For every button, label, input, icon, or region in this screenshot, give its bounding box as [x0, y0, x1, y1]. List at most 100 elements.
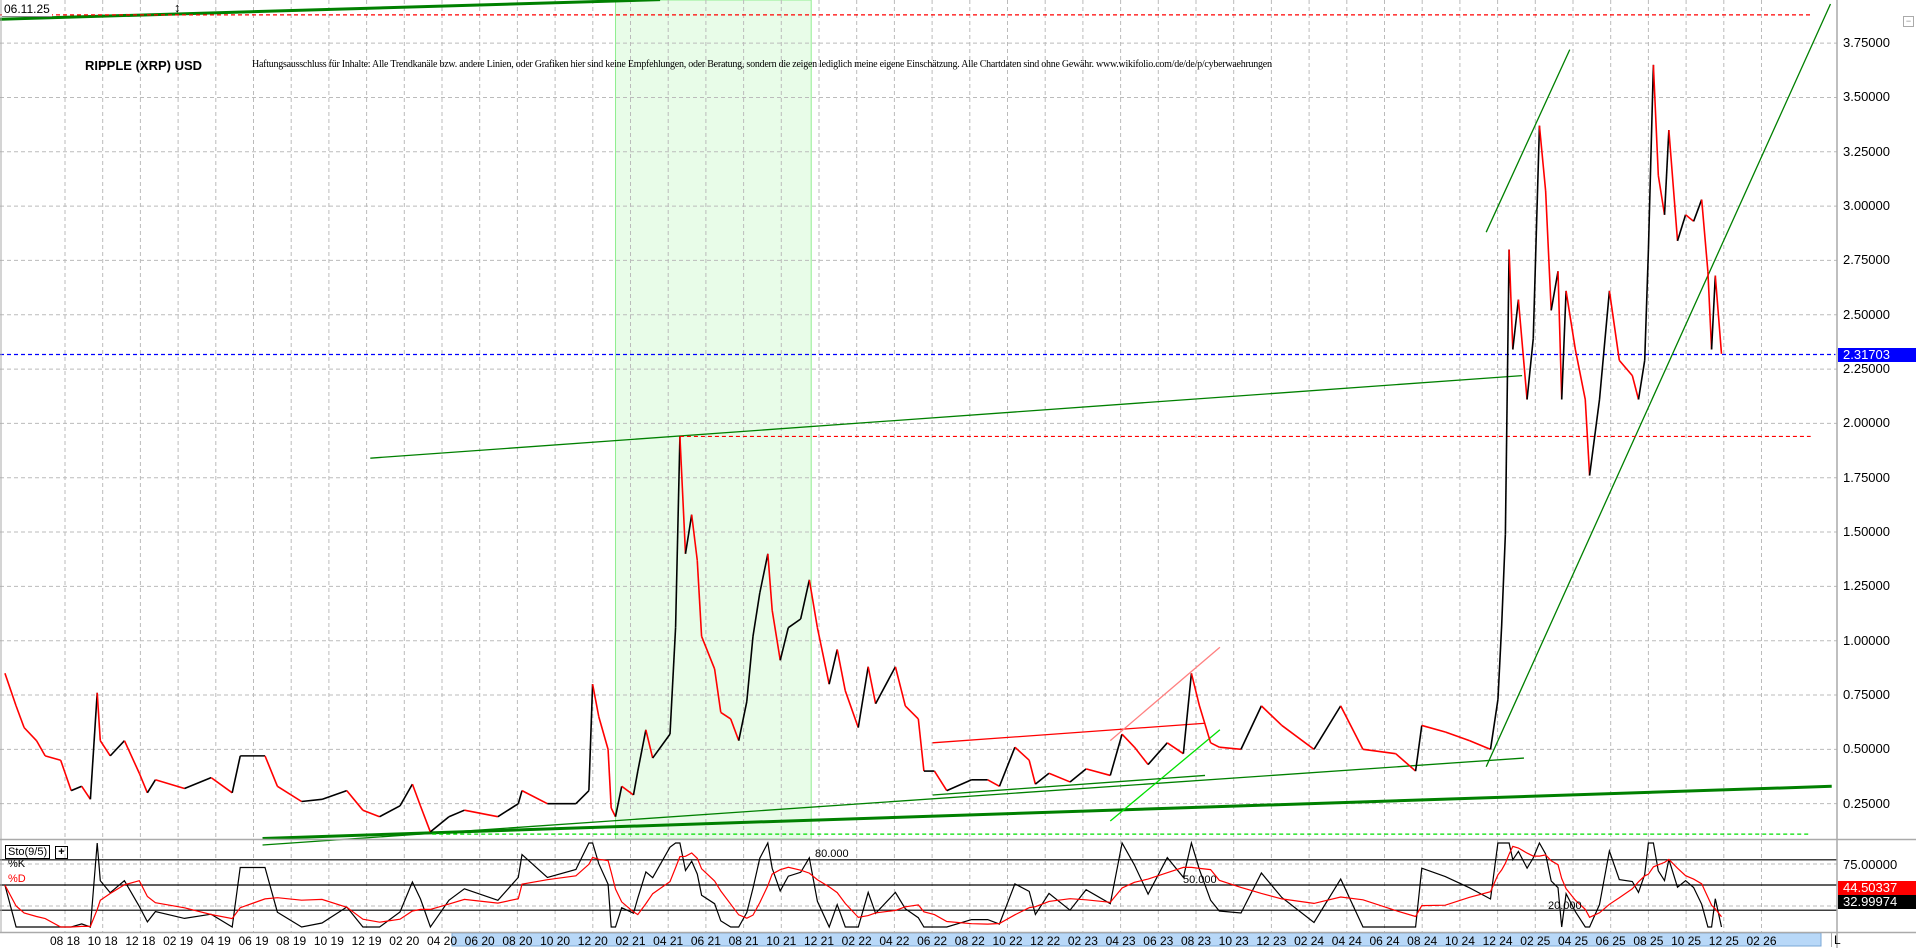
- y-tick-label: 3.25000: [1843, 143, 1890, 159]
- stochastic-indicator-label[interactable]: Sto(9/5): [5, 845, 51, 859]
- price-segment: [1663, 130, 1670, 215]
- price-segment: [1166, 742, 1184, 755]
- log-scale-button[interactable]: L: [1831, 933, 1846, 947]
- price-segment: [588, 684, 594, 791]
- price-segment: [155, 779, 185, 790]
- x-tick-label: 12 25: [1708, 934, 1739, 948]
- price-segment: [946, 779, 972, 792]
- stoch-d-line: [4, 845, 1722, 928]
- trendline: [1109, 646, 1221, 742]
- stoch-d-value-badge: 44.50337: [1838, 881, 1916, 895]
- price-segment: [1414, 725, 1423, 772]
- price-segment: [1219, 746, 1242, 751]
- y-tick-label: 2.50000: [1843, 306, 1890, 322]
- x-tick-label: 12 20: [577, 934, 608, 948]
- trendline: [262, 784, 1832, 840]
- price-segment: [1445, 731, 1470, 742]
- price-segment: [591, 684, 600, 717]
- price-segment: [1504, 249, 1510, 535]
- up-down-arrow-icon[interactable]: ↕: [174, 0, 181, 15]
- price-segment: [419, 805, 432, 833]
- x-tick-label: 02 23: [1067, 934, 1098, 948]
- add-indicator-icon[interactable]: +: [55, 846, 68, 859]
- price-segment: [210, 776, 233, 794]
- price-segment: [1362, 748, 1396, 755]
- price-segment: [1395, 753, 1417, 772]
- price-segment: [1565, 290, 1577, 350]
- price-segment: [15, 705, 25, 728]
- price-segment: [517, 790, 523, 804]
- y-tick-label: 1.50000: [1843, 524, 1890, 540]
- price-segment: [399, 783, 414, 807]
- x-tick-label: 04 25: [1557, 934, 1589, 948]
- price-segment: [497, 803, 519, 818]
- y-tick-label: 1.00000: [1843, 632, 1890, 648]
- stoch-level-50: 50.000: [1183, 874, 1217, 886]
- price-segment: [737, 701, 748, 741]
- price-segment: [1469, 739, 1491, 751]
- price-segment: [857, 666, 869, 728]
- price-segment: [720, 711, 732, 720]
- x-tick-label: 04 22: [879, 934, 910, 948]
- current-date-label: 06.11.25: [2, 2, 52, 17]
- x-tick-label: 04 21: [653, 934, 684, 948]
- price-segment: [123, 740, 141, 774]
- x-tick-label: 02 19: [163, 934, 194, 948]
- price-segment: [1700, 199, 1709, 272]
- price-segment: [874, 666, 897, 705]
- price-segment: [1500, 534, 1507, 626]
- x-tick-label: 10 21: [766, 934, 797, 948]
- price-segment: [745, 636, 754, 702]
- price-segment: [1657, 175, 1666, 215]
- x-tick-label: 02 25: [1520, 934, 1551, 948]
- x-tick-label: 12 24: [1482, 934, 1513, 948]
- y-tick-label: 2.25000: [1843, 361, 1890, 377]
- price-segment: [184, 776, 212, 790]
- price-segment: [679, 436, 687, 554]
- x-tick-label: 08 21: [728, 934, 759, 948]
- price-segment: [690, 514, 699, 561]
- price-segment: [81, 785, 92, 800]
- disclaimer-text: Haftungsausschluss für Inhalte: Alle Tre…: [252, 59, 1272, 70]
- price-segment: [1526, 338, 1535, 400]
- y-tick-label: 3.75000: [1843, 35, 1890, 51]
- x-tick-label: 02 21: [615, 934, 646, 948]
- x-tick-label: 08 19: [276, 934, 307, 948]
- price-segment: [1574, 349, 1587, 400]
- price-segment: [1668, 129, 1679, 241]
- price-segment: [1190, 673, 1201, 707]
- x-tick-label: 08 20: [502, 934, 533, 948]
- price-segment: [917, 718, 925, 772]
- price-segment: [1240, 705, 1263, 750]
- price-segment: [614, 786, 623, 817]
- x-tick-label: 02 22: [841, 934, 872, 948]
- price-segment: [684, 514, 693, 554]
- price-segment: [429, 816, 450, 833]
- price-segment: [933, 770, 948, 792]
- x-tick-label: 08 23: [1180, 934, 1212, 948]
- price-segment: [1676, 214, 1687, 242]
- x-tick-label: 10 24: [1444, 934, 1475, 948]
- price-segment: [231, 755, 242, 793]
- x-tick-label: 06 23: [1143, 934, 1174, 948]
- price-segment: [1421, 724, 1446, 733]
- price-segment: [1109, 733, 1123, 776]
- price-segment: [1647, 64, 1655, 250]
- price-segment: [767, 553, 773, 611]
- price-segment: [998, 746, 1016, 787]
- price-segment: [700, 636, 716, 670]
- price-segment: [816, 627, 830, 685]
- price-segment: [621, 785, 634, 796]
- price-segment: [1618, 359, 1633, 377]
- x-tick-label: 10 20: [540, 934, 571, 948]
- y-tick-label: 3.00000: [1843, 198, 1890, 214]
- price-segment: [1210, 742, 1220, 748]
- trendline: [932, 774, 1206, 796]
- price-segment: [1517, 299, 1528, 400]
- x-tick-label: 10 19: [313, 934, 344, 948]
- x-tick-label: 08 24: [1407, 934, 1438, 948]
- collapse-box-icon[interactable]: −: [1903, 16, 1914, 27]
- y-tick-label: 2.75000: [1843, 252, 1890, 268]
- stoch-k-value-badge: 32.99974: [1838, 895, 1916, 909]
